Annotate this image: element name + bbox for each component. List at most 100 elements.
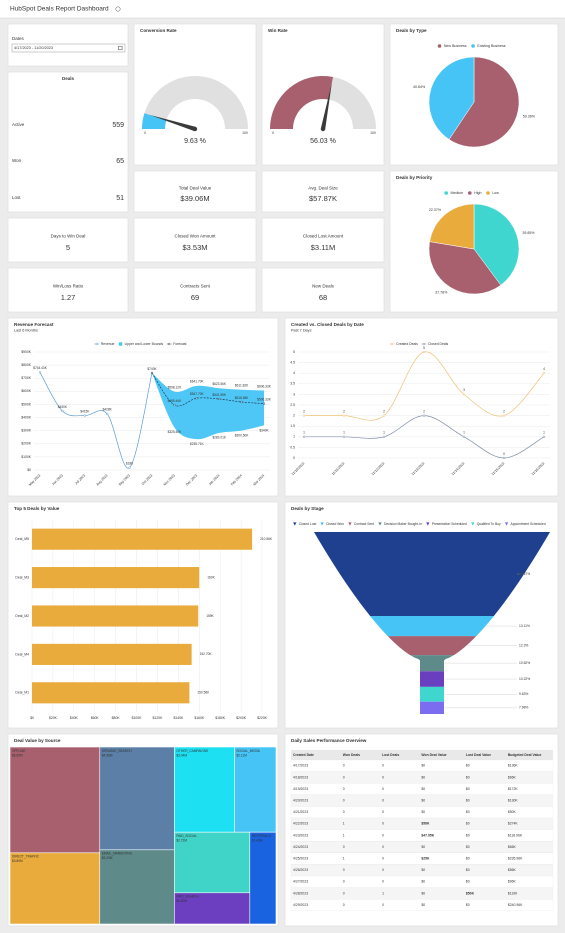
data-label: $18K [126,461,134,465]
table-cell: $0 [466,845,470,849]
y-tick-label: $300K [21,429,32,433]
x-tick-label: $60K [91,716,100,720]
table-cell: 0 [382,822,384,826]
treemap-label: EMAIL_MARKETING [102,852,133,856]
table-cell: $50K [508,810,517,814]
pie-slice [473,203,520,286]
table-cell: $118.96K [508,833,523,837]
pie-slice [448,56,520,148]
table-cell: 4/17/2023 [293,764,308,768]
pie-label: 39.85% [522,231,535,235]
table-cell: $0 [421,903,425,907]
data-label: 10.52% [519,661,530,665]
data-label: 210.56K [260,537,273,541]
point [382,414,386,417]
point [106,412,109,416]
bar [32,643,192,665]
kpi-label: Avg. Deal Size [308,185,338,190]
table-cell: 0 [382,880,384,884]
data-label: $300.50K [235,433,250,437]
y-tick-label: Deal_M4 [15,652,29,656]
card [261,217,385,263]
legend-icon [293,522,297,526]
table-cell: $274K [508,822,519,826]
point [462,435,466,438]
treemap-value: $3.80M [12,859,23,863]
card-title: Conversion Rate [140,28,177,33]
data-label: $611.82K [235,384,249,388]
title-icon[interactable] [115,6,121,12]
gauge-needle [150,114,196,132]
date-input[interactable] [11,43,126,53]
table-cell: $240.96K [508,903,523,907]
y-tick-label: 1.5 [290,424,295,428]
table-cell: 4/20/2023 [293,798,308,802]
card-subtitle: Past 7 Days [291,329,312,333]
pie-label: 37.78% [435,290,448,294]
deals-value: 51 [116,195,124,202]
table-cell: $0 [466,880,470,884]
funnel-segment [410,655,454,672]
data-label: 2 [423,409,425,413]
table-cell: $50K [466,891,475,895]
data-label: 160K [207,575,215,579]
table-cell: $66K [508,845,517,849]
funnel-segment [420,671,444,687]
point [302,414,306,417]
x-tick-label: $220K [257,716,268,720]
card-title: Win Rate [268,28,288,33]
calendar-icon[interactable] [118,45,123,51]
gauge-tick-label: 0 [272,131,274,135]
table-cell: $0 [466,775,470,779]
point [422,350,426,354]
y-tick-label: 3 [293,392,295,396]
table-cell: 4/25/2023 [293,856,308,860]
table-cell: 0 [382,833,384,837]
treemap-tile [174,831,251,894]
data-label: 9.63% [519,692,528,696]
y-tick-label: $0 [27,468,31,472]
legend-label: Upper and Lower Bounds [125,342,164,346]
data-label: 2 [503,409,505,413]
table-header: Won Deals [343,753,360,757]
table-cell: $0 [466,798,470,802]
table-cell: $130K [508,798,519,802]
legend-icon [471,44,475,48]
y-tick-label: Deal_M5 [15,537,29,541]
data-label: 152.70K [200,652,213,656]
header-bar [0,0,565,18]
table-cell: $56K [508,868,517,872]
table-cell: $0 [421,868,425,872]
treemap-label: ORGANIC_SEARCH [102,749,133,753]
treemap-value: $3.04M [176,753,187,757]
pie-label: 40.64% [413,85,426,89]
legend-label: Forecast [173,342,186,346]
funnel-segment [314,532,550,617]
legend-label: Decision Maker Bought-In [384,522,422,526]
legend-icon [504,522,509,526]
table-cell: 4/24/2023 [293,845,308,849]
legend-label: New Business [444,44,467,48]
treemap-value: $1.40M [176,899,187,903]
x-tick-label: $160K [194,716,205,720]
point [173,403,176,407]
x-tick-label: $100K [132,716,143,720]
kpi-value: 69 [191,293,199,302]
point [542,372,546,375]
funnel-segment [387,636,477,656]
point [128,466,131,469]
gauge-tick-label: 0 [144,131,146,135]
treemap-value: $3.29M [102,856,113,860]
y-tick-label: 1 [293,435,295,439]
data-label: $235.71K [190,442,205,446]
table-cell: $0 [466,822,470,826]
card-title: Deals by Stage [291,506,324,511]
y-tick-label: 4.5 [290,360,295,364]
data-label: $450K [58,405,68,409]
treemap-tile [174,892,251,925]
deals-label: Active [12,122,25,127]
gauge-needle [320,82,332,130]
y-tick-label: $200K [21,442,32,446]
table-cell: $136K [508,764,519,768]
